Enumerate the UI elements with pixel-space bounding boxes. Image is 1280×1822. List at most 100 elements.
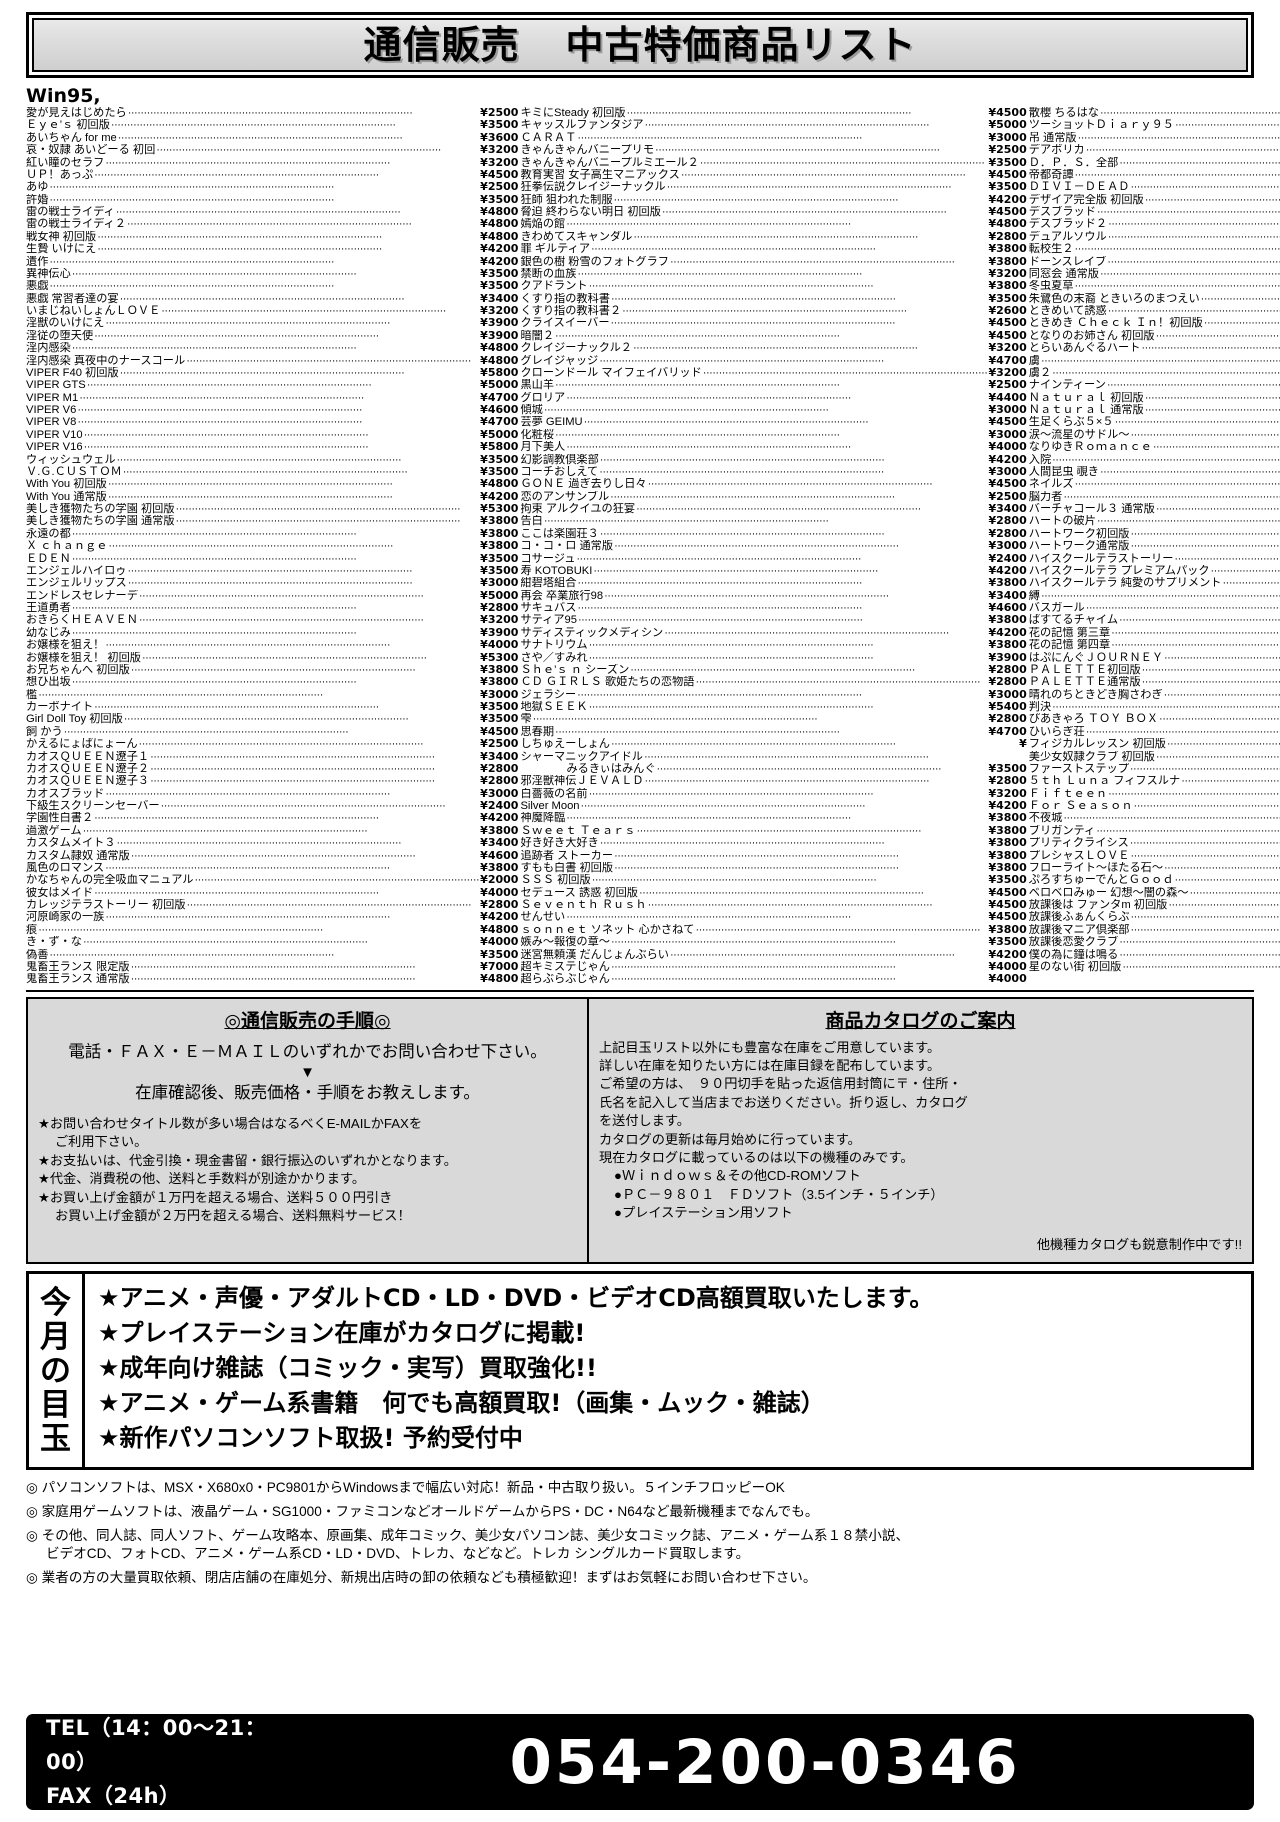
product-name: ひいらぎ荘	[1028, 725, 1085, 738]
catalog-row: 地獄ＳＥＥＫ ··································…	[520, 700, 1026, 713]
product-price: ¥3500	[480, 947, 519, 961]
product-name: きゃんきゃんバニープルミエール２	[520, 156, 699, 169]
leader-dots: ········································…	[1099, 267, 1280, 280]
leader-dots: ········································…	[1119, 948, 1280, 961]
product-name: お嬢様を狙え！	[26, 639, 105, 652]
product-price: ¥3900	[480, 328, 519, 342]
product-price: ¥2500	[480, 106, 519, 119]
leader-dots: ········································…	[656, 762, 942, 775]
catalog-row: サティア95 ··································…	[520, 613, 1026, 626]
product-name: ５ｔｈ Ｌｕｎａ フィフスルナ	[1028, 775, 1181, 788]
catalog-row: ハートの破片 ··································…	[1029, 515, 1280, 527]
catalog-row: 同窓会 通常版 ·································…	[1029, 268, 1280, 280]
catalog-row: ハートワーク初回版 ·······························…	[1029, 528, 1280, 540]
product-price: ¥3000	[480, 786, 519, 800]
product-name: 迷宮無頼漢 だんじょんぶらい	[520, 948, 669, 961]
product-name: 嫉み～報復の章～	[520, 936, 610, 949]
catalog-row: 縛 ·······································…	[1029, 590, 1280, 602]
product-name: グロリア	[520, 391, 566, 404]
product-price: ¥5000	[480, 378, 519, 392]
leader-dots: ········································…	[105, 911, 391, 924]
catalog-row: カオスＱＵＥＥＮ遼子１ ·····························…	[26, 750, 518, 763]
product-name: となりのお姉さん 初回版	[1028, 329, 1155, 342]
catalog-row: 神魔降臨 ····································…	[520, 811, 1026, 824]
product-name: デザイア完全版 初回版	[1028, 193, 1144, 206]
product-name: 学園性白書２	[26, 812, 94, 825]
product-price: ¥4200	[988, 625, 1027, 639]
product-price: ¥2800	[988, 712, 1027, 726]
leader-dots: ········································…	[1155, 750, 1280, 763]
catalog-row: シャーマニックアイドル ·····························…	[520, 751, 1026, 763]
product-name: バスガール	[1028, 602, 1085, 614]
leader-dots: ········································…	[610, 317, 896, 330]
product-price: ¥3500	[480, 563, 519, 577]
product-name: コサージュ	[520, 552, 576, 565]
catalog-row: 芸夢 GEIMU ································…	[520, 415, 1026, 428]
product-name: 遺作	[26, 255, 49, 268]
product-name: With You 初回版	[26, 478, 107, 491]
product-name: VIPER F40 初回版	[26, 366, 119, 379]
leader-dots: ········································…	[94, 886, 379, 899]
product-name: カレッジテラストーリー 初回版	[26, 899, 186, 911]
catalog-row: フィジカルレッスン 初回版 ···························…	[1029, 738, 1280, 750]
leader-dots: ········································…	[610, 936, 896, 949]
catalog-guide-platforms: ●Ｗｉｎｄｏｗｓ＆その他CD-ROMソフト ●ＰＣ－９８０１ ＦＤソフト（3.5イ…	[599, 1167, 1242, 1222]
catalog-row: すもも白書 初回版 ·······························…	[520, 861, 1026, 874]
leader-dots: ········································…	[119, 292, 405, 305]
product-name: 過激ゲーム	[26, 824, 82, 837]
product-price: ¥2800	[988, 774, 1027, 788]
highlight-item: ★成年向け雑誌（コミック・実写）買取強化!!	[98, 1354, 597, 1383]
leader-dots: ········································…	[1111, 626, 1280, 639]
catalog-row: 超キミステじゃん ································…	[520, 960, 1026, 973]
product-price: ¥4200	[988, 563, 1027, 577]
leader-dots: ········································…	[82, 936, 368, 949]
product-price: ¥4800	[480, 217, 519, 231]
product-price: ¥4800	[480, 922, 519, 936]
leader-dots: ········································…	[610, 973, 896, 986]
leader-dots: ········································…	[1163, 688, 1280, 701]
leader-dots: ········································…	[156, 144, 441, 157]
product-price: ¥3200	[480, 304, 519, 317]
product-price: ¥2800	[988, 662, 1027, 676]
product-name: 美しき獲物たちの学園 初回版	[26, 503, 175, 515]
product-name: Ｎａｔｕｒａｌ 通常版	[1028, 404, 1144, 416]
product-price: ¥3400	[480, 291, 519, 305]
catalog-row: おきらくＨＥＡＶＥＮ ······························…	[26, 613, 518, 626]
leader-dots: ········································…	[664, 626, 949, 639]
product-name: デスブラッド	[1028, 206, 1096, 218]
product-price: ¥4700	[480, 390, 519, 404]
catalog-row: 淫内感染 ····································…	[26, 341, 518, 354]
leader-dots: ········································…	[636, 824, 922, 837]
catalog-row: くすり指の教科書 ································…	[520, 292, 1026, 305]
product-price: ¥3500	[988, 155, 1027, 169]
leader-dots: ········································…	[38, 923, 323, 936]
catalog-row: 入院 ······································…	[1029, 454, 1280, 466]
catalog-row: クライスイーバー ································…	[520, 316, 1026, 330]
leader-dots: ········································…	[138, 738, 424, 751]
product-price: ¥4000	[480, 885, 519, 899]
catalog-row: 虜２ ······································…	[1029, 367, 1280, 379]
catalog-row: 狂拳伝説クレイジーナックル ···························…	[520, 180, 1026, 193]
leader-dots: ········································…	[1074, 478, 1280, 491]
catalog-row: 鬼畜王ランス 通常版 ······························…	[26, 972, 518, 985]
catalog-row: はぷにんぐＪＯＵＲＮＥＹ ····························…	[1029, 652, 1280, 664]
product-name: プリティクライシス	[1028, 837, 1129, 850]
catalog-row: 嫣焔の館 ····································…	[520, 217, 1026, 230]
catalog-row: サディスティックメディシン ···························…	[520, 625, 1027, 639]
leader-dots: ········································…	[543, 404, 829, 416]
product-price: ¥2600	[988, 304, 1027, 317]
product-name: 月下美人	[520, 441, 566, 454]
leader-dots: ········································…	[79, 391, 364, 404]
catalog-row: 永遠の都 ····································…	[26, 527, 518, 540]
store-note: ビデオCD、フォトCD、アニメ・ゲーム系CD・LD・DVD、トレカ、などなど。ト…	[46, 1546, 750, 1562]
catalog-row: き・ず・な ···································…	[26, 935, 518, 949]
leader-dots: ········································…	[127, 564, 413, 577]
product-price: ¥3800	[988, 836, 1027, 850]
leader-dots: ········································…	[175, 503, 461, 515]
product-name: セデュース 誘惑 初回版	[520, 886, 638, 899]
product-name: 檻	[26, 688, 38, 701]
phone-number: 054-200-0346	[509, 1726, 1021, 1798]
product-price: ¥3500	[480, 712, 519, 726]
product-name: 銀色の樹 粉雪のフォトグラフ	[520, 255, 669, 268]
product-name: 幻影調教倶楽部	[520, 453, 599, 466]
